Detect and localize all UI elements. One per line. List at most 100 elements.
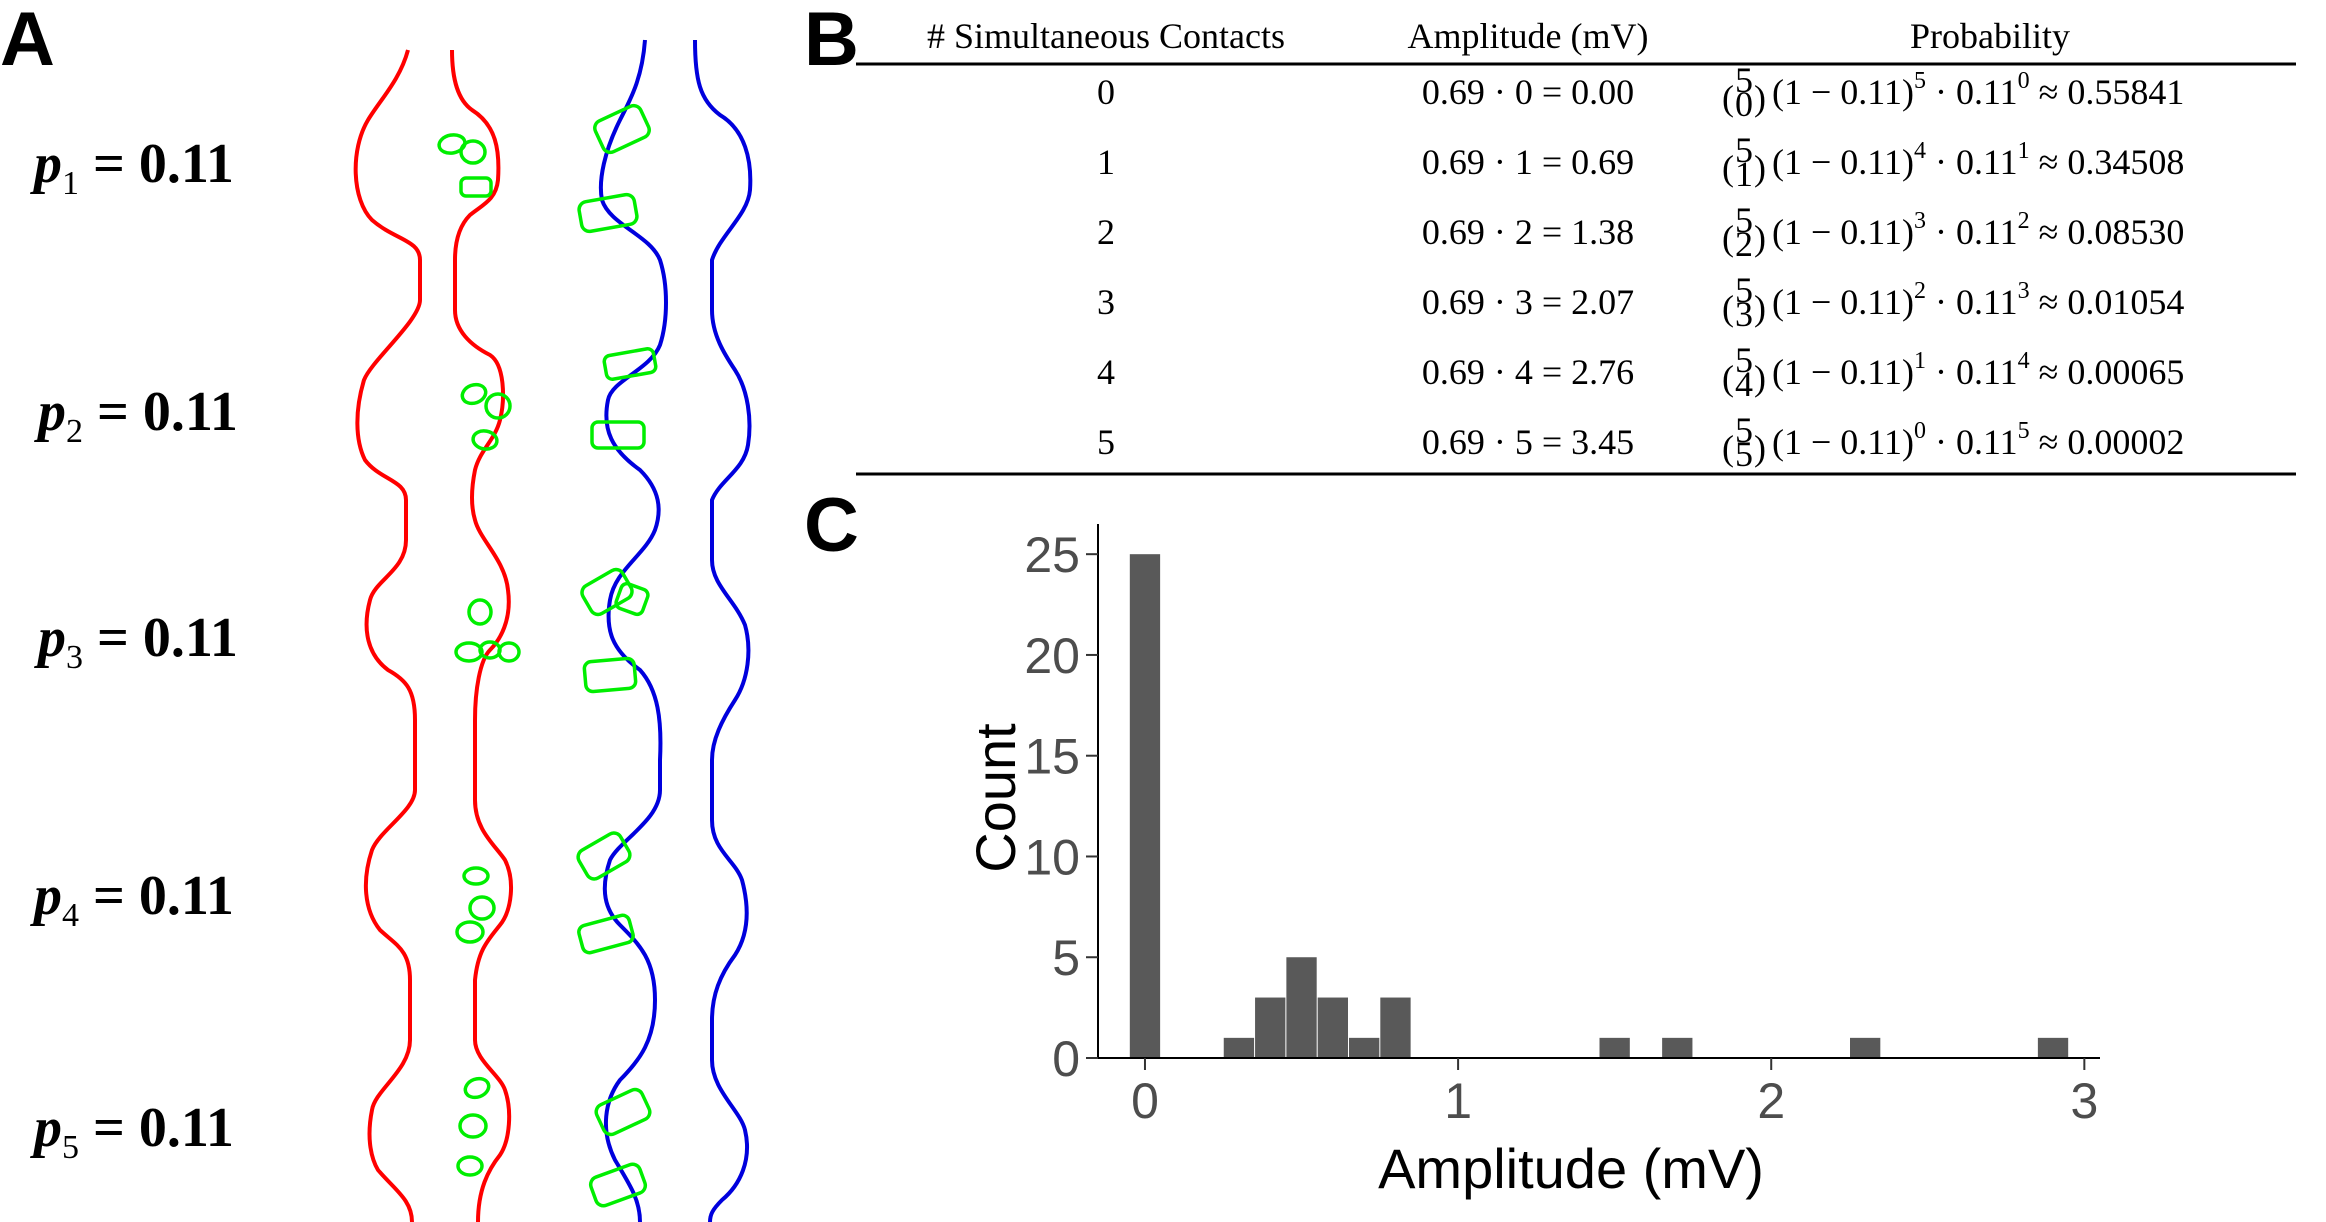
binom-n: 5	[1735, 200, 1753, 240]
neurite-illustration	[353, 39, 753, 1222]
probability-expression: (1 − 0.11)0 · 0.115 ≈ 0.00002	[1772, 418, 2184, 462]
cell-amplitude: 0.69 · 4 = 2.76	[1422, 352, 1634, 392]
table-row: 4 0.69 · 4 = 2.76(54) (1 − 0.11)1 · 0.114 …	[1097, 340, 2184, 404]
site-prob-label-4: p4 = 0.11	[34, 865, 234, 935]
hist-bar	[1255, 997, 1286, 1058]
cell-contacts: 3	[1097, 282, 1115, 322]
binom-k: 5	[1735, 434, 1753, 474]
binom-n: 5	[1735, 410, 1753, 450]
y-tick-label: 10	[1024, 829, 1080, 885]
binom-left-paren: (	[1722, 78, 1734, 118]
cell-amplitude: 0.69 · 2 = 1.38	[1422, 212, 1634, 252]
binom-n: 5	[1735, 130, 1753, 170]
binom-left-paren: (	[1722, 288, 1734, 328]
cell-contacts: 0	[1097, 72, 1115, 112]
x-tick-label: 2	[1757, 1073, 1785, 1129]
cell-probability: (52) (1 − 0.11)3 · 0.112 ≈ 0.08530	[1722, 200, 2184, 264]
table-row: 5 0.69 · 5 = 3.45(55) (1 − 0.11)0 · 0.115 …	[1097, 410, 2184, 474]
binom-right-paren: )	[1754, 218, 1766, 258]
dendrite-left-edge	[598, 39, 668, 1222]
col-header-probability: Probability	[1910, 16, 2070, 56]
cell-probability: (55) (1 − 0.11)0 · 0.115 ≈ 0.00002	[1722, 410, 2184, 474]
cell-amplitude: 0.69 · 1 = 0.69	[1422, 142, 1634, 182]
probability-expression: (1 − 0.11)1 · 0.114 ≈ 0.00065	[1772, 348, 2184, 392]
binom-k: 4	[1735, 364, 1753, 404]
cell-probability: (51) (1 − 0.11)4 · 0.111 ≈ 0.34508	[1722, 130, 2184, 194]
binom-right-paren: )	[1754, 428, 1766, 468]
site-prob-label-5: p5 = 0.11	[34, 1097, 234, 1167]
axon-left-edge	[353, 49, 422, 1222]
panel-label-b: B	[804, 0, 859, 82]
binom-n: 5	[1735, 340, 1753, 380]
x-tick-label: 3	[2070, 1073, 2098, 1129]
dendrite-right-edge	[693, 39, 753, 1222]
hist-bar	[1662, 1037, 1693, 1058]
y-tick-label: 25	[1024, 527, 1080, 583]
site-prob-label-1: p1 = 0.11	[34, 133, 234, 203]
panel-label-c: C	[804, 483, 859, 568]
cell-probability: (50) (1 − 0.11)5 · 0.110 ≈ 0.55841	[1722, 60, 2184, 124]
axon-right-edge	[450, 49, 513, 1222]
x-axis-label: Amplitude (mV)	[1378, 1137, 1764, 1200]
binom-left-paren: (	[1722, 218, 1734, 258]
probability-expression: (1 − 0.11)3 · 0.112 ≈ 0.08530	[1772, 208, 2184, 252]
table-row: 2 0.69 · 2 = 1.38(52) (1 − 0.11)3 · 0.112 …	[1097, 200, 2184, 264]
binom-left-paren: (	[1722, 358, 1734, 398]
col-header-amplitude: Amplitude (mV)	[1408, 16, 1649, 56]
cell-probability: (53) (1 − 0.11)2 · 0.113 ≈ 0.01054	[1722, 270, 2184, 334]
cell-contacts: 1	[1097, 142, 1115, 182]
hist-bar	[1286, 957, 1317, 1058]
cell-contacts: 4	[1097, 352, 1115, 392]
hist-bars	[1129, 554, 2069, 1058]
x-tick-label: 0	[1131, 1073, 1159, 1129]
cell-amplitude: 0.69 · 5 = 3.45	[1422, 422, 1634, 462]
y-tick-label: 0	[1052, 1031, 1080, 1087]
binom-right-paren: )	[1754, 148, 1766, 188]
table-row: 0 0.69 · 0 = 0.00(50) (1 − 0.11)5 · 0.110 …	[1097, 60, 2184, 124]
binom-k: 1	[1735, 154, 1753, 194]
table-row: 3 0.69 · 3 = 2.07(53) (1 − 0.11)2 · 0.113 …	[1097, 270, 2184, 334]
cell-contacts: 5	[1097, 422, 1115, 462]
binom-right-paren: )	[1754, 288, 1766, 328]
hist-bar	[1129, 554, 1161, 1058]
y-tick-label: 20	[1024, 628, 1080, 684]
contacts-probability-table: # Simultaneous Contacts Amplitude (mV) P…	[856, 16, 2296, 476]
cell-probability: (54) (1 − 0.11)1 · 0.114 ≈ 0.00065	[1722, 340, 2184, 404]
site-prob-label-2: p2 = 0.11	[38, 381, 238, 451]
hist-bar	[1349, 1037, 1380, 1058]
binom-n: 5	[1735, 60, 1753, 100]
binom-left-paren: (	[1722, 148, 1734, 188]
binom-right-paren: )	[1754, 78, 1766, 118]
y-tick-label: 5	[1052, 930, 1080, 986]
hist-bar	[1380, 997, 1411, 1058]
hist-bar	[1850, 1037, 1881, 1058]
binom-k: 3	[1735, 294, 1753, 334]
y-axis-label: Count	[964, 723, 1027, 873]
binom-n: 5	[1735, 270, 1753, 310]
hist-bar	[1599, 1037, 1630, 1058]
axon-contacts	[437, 133, 521, 1177]
binom-right-paren: )	[1754, 358, 1766, 398]
hist-axes: 0 1 2 3 0 5 10 15 20 25	[1024, 524, 2100, 1129]
binom-left-paren: (	[1722, 428, 1734, 468]
amplitude-histogram: 0 1 2 3 0 5 10 15 20 25 Amplitude (mV) Count	[964, 524, 2100, 1200]
hist-bar	[1223, 1037, 1255, 1058]
hist-bar	[2037, 1037, 2069, 1058]
site-prob-label-3: p3 = 0.11	[38, 607, 238, 677]
binom-k: 0	[1735, 84, 1753, 124]
col-header-contacts: # Simultaneous Contacts	[927, 16, 1285, 56]
binom-k: 2	[1735, 224, 1753, 264]
table-row: 1 0.69 · 1 = 0.69(51) (1 − 0.11)4 · 0.111 …	[1097, 130, 2184, 194]
cell-amplitude: 0.69 · 0 = 0.00	[1422, 72, 1634, 112]
table-body: 0 0.69 · 0 = 0.00(50) (1 − 0.11)5 · 0.110 …	[1097, 60, 2184, 474]
cell-amplitude: 0.69 · 3 = 2.07	[1422, 282, 1634, 322]
probability-expression: (1 − 0.11)5 · 0.110 ≈ 0.55841	[1772, 68, 2184, 112]
probability-expression: (1 − 0.11)2 · 0.113 ≈ 0.01054	[1772, 278, 2184, 322]
cell-contacts: 2	[1097, 212, 1115, 252]
y-tick-label: 15	[1024, 729, 1080, 785]
probability-expression: (1 − 0.11)4 · 0.111 ≈ 0.34508	[1772, 138, 2184, 182]
x-tick-label: 1	[1444, 1073, 1472, 1129]
panel-label-a: A	[0, 0, 55, 82]
dendrite-contacts	[576, 103, 658, 1208]
hist-bar	[1317, 997, 1348, 1058]
